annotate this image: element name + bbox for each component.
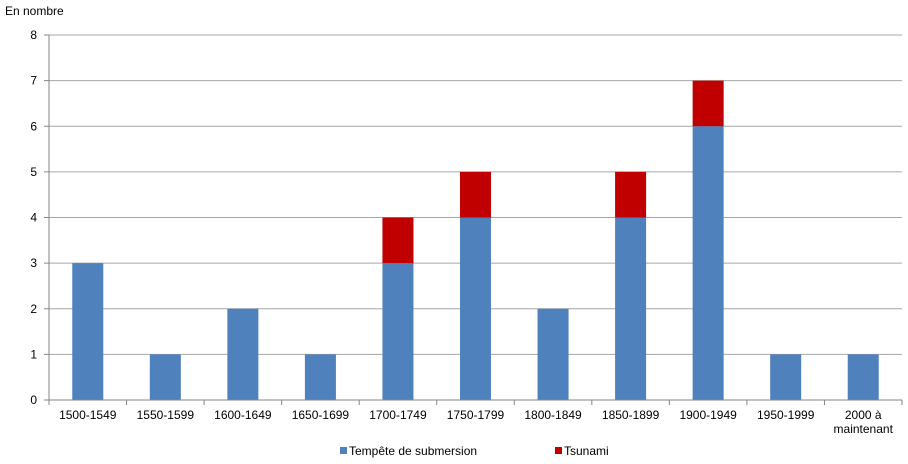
bar-tempete bbox=[692, 126, 724, 400]
bar-tempete bbox=[304, 354, 336, 400]
x-tick-label: 1850-1899 bbox=[602, 408, 660, 422]
y-tick-label: 1 bbox=[30, 347, 37, 361]
x-tick-label: 1500-1549 bbox=[59, 408, 117, 422]
y-tick-label: 8 bbox=[30, 28, 37, 42]
y-tick-label: 3 bbox=[30, 256, 37, 270]
axes bbox=[44, 34, 903, 405]
bars bbox=[72, 80, 879, 400]
bar-tsunami bbox=[692, 80, 724, 127]
x-tick-labels: 1500-1549 1550-1599 1600-1649 1650-1699 1700… bbox=[59, 408, 894, 436]
y-tick-label: 2 bbox=[30, 302, 37, 316]
bar-tempete bbox=[149, 354, 181, 400]
legend-swatch-tsunami bbox=[555, 447, 562, 454]
bar-tsunami bbox=[459, 171, 492, 218]
x-tick-label: 1700-1749 bbox=[369, 408, 427, 422]
bar-tempete bbox=[72, 263, 104, 400]
legend-label-tsunami: Tsunami bbox=[564, 444, 609, 458]
x-tick-label: 1600-1649 bbox=[214, 408, 272, 422]
x-tick-label: 2000 à maintenant bbox=[834, 408, 894, 436]
legend: Tempête de submersion Tsunami bbox=[340, 444, 609, 458]
bar-tempete bbox=[615, 217, 647, 400]
bar-tempete bbox=[537, 308, 569, 400]
bar-tsunami bbox=[382, 217, 414, 264]
bar-tempete bbox=[382, 263, 414, 400]
bar-tempete bbox=[770, 354, 802, 400]
y-tick-label: 6 bbox=[30, 119, 37, 133]
x-tick-label: 1900-1949 bbox=[679, 408, 737, 422]
bar-tsunami bbox=[615, 171, 647, 218]
y-tick-labels: 0 1 2 3 4 5 6 7 8 bbox=[30, 28, 37, 407]
y-tick-label: 7 bbox=[30, 74, 37, 88]
x-tick-label: 1550-1599 bbox=[137, 408, 195, 422]
bar-tempete bbox=[227, 308, 259, 400]
x-tick-label: 1650-1699 bbox=[292, 408, 350, 422]
bar-tempete bbox=[847, 354, 879, 400]
x-tick-label: 1750-1799 bbox=[447, 408, 505, 422]
y-axis-label: En nombre bbox=[5, 4, 64, 18]
x-tick-label: 1950-1999 bbox=[757, 408, 815, 422]
x-tick-label: 1800-1849 bbox=[524, 408, 582, 422]
legend-label-tempete: Tempête de submersion bbox=[349, 444, 477, 458]
y-tick-label: 0 bbox=[30, 393, 37, 407]
y-tick-label: 4 bbox=[30, 211, 37, 225]
bar-tempete bbox=[459, 217, 492, 400]
legend-swatch-tempete bbox=[340, 447, 347, 454]
y-tick-label: 5 bbox=[30, 165, 37, 179]
